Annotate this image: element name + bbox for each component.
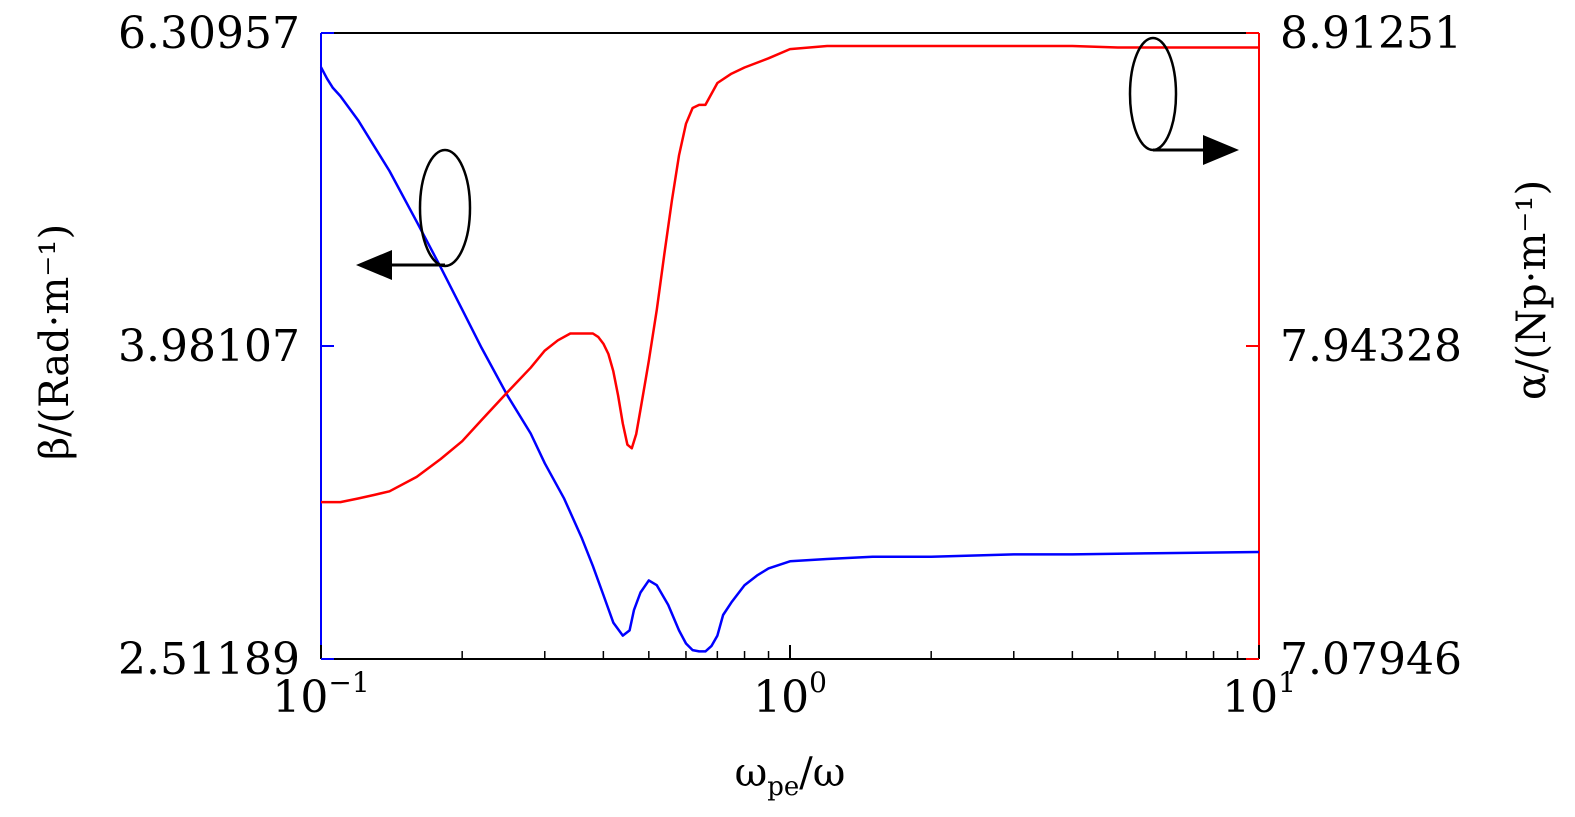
right-y-tick-label: 7.07946 <box>1280 634 1462 685</box>
right-axis-label: α/(Np·m⁻¹) <box>1509 180 1555 400</box>
left-y-tick-label: 6.30957 <box>118 8 300 59</box>
x-axis-label: ωpe/ω <box>735 750 846 802</box>
tick-labels: 10−1 100 101 2.51189 3.98107 6.30957 7.07946 7.… <box>118 8 1462 723</box>
left-axis-label: β/(Rad·m⁻¹) <box>32 224 78 460</box>
series-line-alpha <box>321 44 1259 504</box>
annotation-left-indicator <box>356 148 472 280</box>
series-line-beta <box>319 66 1260 653</box>
x-tick-label: 10−1 <box>272 666 369 723</box>
x-tick-label: 101 <box>1222 666 1296 723</box>
left-y-tick-label: 2.51189 <box>118 634 300 685</box>
right-y-tick-label: 7.94328 <box>1280 321 1462 372</box>
right-y-tick-label: 8.91251 <box>1280 8 1462 59</box>
annotation-ellipse-left <box>418 148 472 268</box>
annotation-ellipse-right <box>1128 36 1178 152</box>
annotation-right-indicator <box>1128 36 1239 165</box>
axis-ticks <box>320 32 1260 660</box>
left-y-tick-label: 3.98107 <box>118 321 300 372</box>
x-tick-label: 100 <box>753 666 827 723</box>
